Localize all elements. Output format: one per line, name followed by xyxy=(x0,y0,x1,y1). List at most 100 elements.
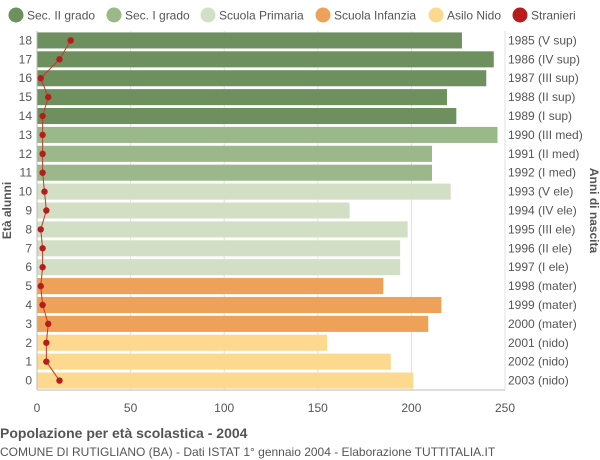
stranieri-point-age-17 xyxy=(56,56,63,63)
y-tick-label-age: 11 xyxy=(20,166,33,180)
stranieri-point-age-1 xyxy=(43,358,50,365)
stranieri-point-age-7 xyxy=(39,245,46,252)
legend-swatch xyxy=(106,7,122,23)
legend-label: Sec. I grado xyxy=(125,9,190,23)
y-tick-label-year: 1995 (III ele) xyxy=(508,222,575,236)
y-tick-label-age: 10 xyxy=(19,185,33,199)
y-tick-label-year: 1994 (IV ele) xyxy=(508,204,577,218)
y-tick-label-age: 13 xyxy=(19,128,33,142)
y-tick-label-year: 1992 (I med) xyxy=(508,166,576,180)
stranieri-point-age-12 xyxy=(39,150,46,158)
legend-label: Scuola Primaria xyxy=(219,9,304,23)
y-tick-label-age: 18 xyxy=(19,33,33,47)
y-tick-label-age: 12 xyxy=(19,147,33,161)
bar-age-17 xyxy=(37,51,494,68)
stranieri-point-age-2 xyxy=(43,339,50,346)
bar-age-14 xyxy=(37,107,457,125)
y-tick-label-age: 7 xyxy=(25,241,32,255)
y-tick-label-year: 1986 (IV sup) xyxy=(508,52,580,66)
x-tick-label: 100 xyxy=(214,401,234,415)
stranieri-point-age-14 xyxy=(39,112,46,120)
bar-age-8 xyxy=(37,221,408,238)
x-tick-label: 150 xyxy=(308,401,328,415)
y-tick-label-year: 1998 (mater) xyxy=(508,279,577,293)
y-tick-label-age: 5 xyxy=(25,279,32,293)
y-tick-label-year: 1987 (III sup) xyxy=(508,71,579,85)
y-tick-label-year: 1993 (V ele) xyxy=(508,185,573,199)
stranieri-point-age-13 xyxy=(39,131,46,139)
legend-swatch xyxy=(512,7,528,23)
y-tick-label-year: 1997 (I ele) xyxy=(508,260,569,274)
bar-age-16 xyxy=(37,70,487,87)
legend-label: Scuola Infanzia xyxy=(334,9,416,23)
y-tick-label-year: 1989 (I sup) xyxy=(508,109,572,123)
stranieri-point-age-10 xyxy=(41,188,48,195)
bar-age-18 xyxy=(37,32,462,49)
y-tick-label-age: 2 xyxy=(25,336,32,350)
stranieri-point-age-16 xyxy=(37,75,44,82)
y-tick-label-age: 16 xyxy=(19,71,33,85)
y-tick-label-year: 1985 (V sup) xyxy=(508,33,577,47)
stranieri-point-age-6 xyxy=(39,263,46,271)
bar-age-4 xyxy=(37,296,442,314)
chart-title: Popolazione per età scolastica - 2004 xyxy=(0,425,248,441)
y-tick-label-year: 2002 (nido) xyxy=(508,355,569,369)
y-tick-label-age: 17 xyxy=(19,52,33,66)
bar-age-2 xyxy=(37,334,328,351)
bar-age-0 xyxy=(37,372,414,389)
legend-item-3: Scuola Infanzia xyxy=(315,7,416,23)
y-axis-title-left: Età alunni xyxy=(0,182,14,239)
y-tick-label-year: 2003 (nido) xyxy=(508,374,569,388)
y-tick-label-year: 1996 (II ele) xyxy=(508,241,572,255)
y-tick-label-age: 15 xyxy=(19,90,33,104)
legend-swatch xyxy=(200,7,216,23)
bar-age-12 xyxy=(37,145,432,162)
legend-label: Stranieri xyxy=(531,9,576,23)
legend-item-2: Scuola Primaria xyxy=(200,7,304,23)
stranieri-point-age-0 xyxy=(56,377,63,384)
bar-age-3 xyxy=(37,315,429,332)
legend-item-1: Sec. I grado xyxy=(106,7,190,23)
stranieri-point-age-8 xyxy=(37,226,44,233)
y-tick-label-year: 1990 (III med) xyxy=(508,128,583,142)
y-tick-label-age: 0 xyxy=(25,374,32,388)
y-tick-label-age: 8 xyxy=(25,222,32,236)
bar-age-13 xyxy=(37,126,498,143)
y-tick-label-age: 4 xyxy=(25,298,32,312)
legend-label: Sec. II grado xyxy=(27,9,95,23)
stranieri-point-age-18 xyxy=(67,37,74,44)
y-tick-label-age: 6 xyxy=(25,260,32,274)
stranieri-point-age-11 xyxy=(39,169,46,176)
bar-age-1 xyxy=(37,353,391,370)
bar-age-7 xyxy=(37,240,401,257)
stranieri-point-age-5 xyxy=(37,282,44,290)
bar-age-5 xyxy=(37,278,384,295)
x-tick-label: 200 xyxy=(401,401,421,415)
x-tick-label: 0 xyxy=(34,401,41,415)
legend-swatch xyxy=(8,7,24,23)
legend-item-5: Stranieri xyxy=(512,7,576,23)
bar-age-9 xyxy=(37,202,350,219)
y-tick-label-age: 1 xyxy=(25,355,32,369)
y-tick-label-age: 14 xyxy=(19,109,33,123)
legend-label: Asilo Nido xyxy=(447,9,501,23)
x-tick-label: 250 xyxy=(495,401,515,415)
y-tick-label-year: 1999 (mater) xyxy=(508,298,577,312)
bar-age-10 xyxy=(37,183,451,200)
bar-age-15 xyxy=(37,89,447,106)
bar-age-11 xyxy=(37,164,432,181)
legend-item-0: Sec. II grado xyxy=(8,7,95,23)
stranieri-point-age-9 xyxy=(43,207,50,214)
chart-subtitle: COMUNE DI RUTIGLIANO (BA) - Dati ISTAT 1… xyxy=(0,445,496,459)
y-tick-label-year: 2000 (mater) xyxy=(508,317,577,331)
bar-age-6 xyxy=(37,259,401,276)
y-tick-label-year: 1988 (II sup) xyxy=(508,90,575,104)
y-axis-title-right: Anni di nascita xyxy=(587,168,600,254)
y-tick-label-age: 3 xyxy=(25,317,32,331)
stranieri-point-age-15 xyxy=(45,93,52,101)
y-tick-label-age: 9 xyxy=(25,204,32,218)
stranieri-point-age-3 xyxy=(45,320,52,328)
y-tick-label-year: 1991 (II med) xyxy=(508,147,579,161)
x-tick-label: 50 xyxy=(124,401,138,415)
